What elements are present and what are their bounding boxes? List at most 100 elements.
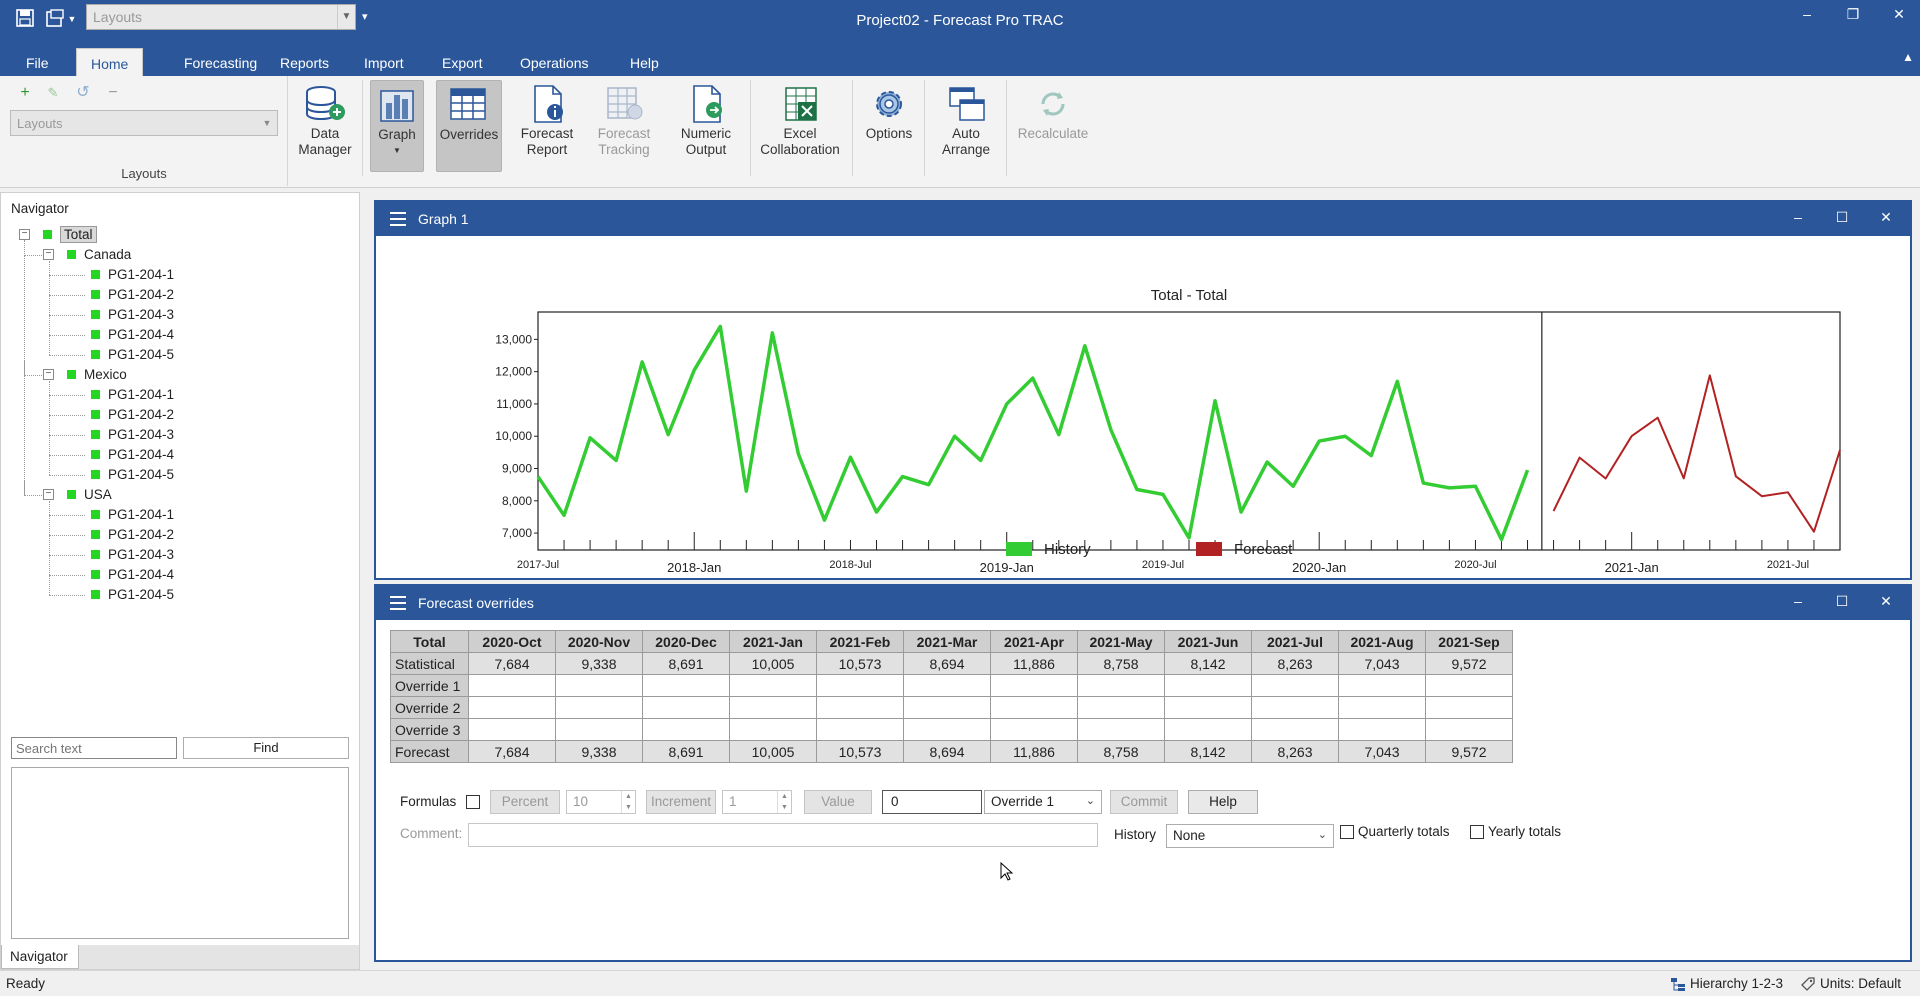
collapse-icon[interactable]: −	[19, 229, 30, 240]
layouts-combo[interactable]: Layouts ▼	[10, 110, 278, 136]
forecast-report-button[interactable]: Forecast Report	[512, 80, 582, 172]
tree-node-item[interactable]: PG1-204-2	[91, 526, 174, 544]
tab-navigator[interactable]: Navigator	[1, 945, 79, 969]
tree-node-item[interactable]: PG1-204-3	[91, 546, 174, 564]
tree-node-item[interactable]: PG1-204-5	[91, 346, 174, 364]
tree-node-item[interactable]: PG1-204-1	[91, 266, 174, 284]
pane-splitter[interactable]	[362, 192, 374, 970]
qat-dropdown-icon[interactable]: ▼	[67, 14, 77, 24]
forecast-tracking-button[interactable]: Forecast Tracking	[588, 80, 660, 172]
increment-button[interactable]: Increment	[646, 790, 716, 814]
options-button[interactable]: Options	[858, 80, 920, 172]
formulas-checkbox[interactable]	[466, 795, 480, 809]
overrides-button[interactable]: Overrides	[436, 80, 502, 172]
table-cell[interactable]	[903, 696, 991, 719]
collapse-icon[interactable]: −	[43, 249, 54, 260]
table-cell[interactable]	[1077, 674, 1165, 697]
table-cell[interactable]	[990, 696, 1078, 719]
auto-arrange-button[interactable]: Auto Arrange	[930, 80, 1002, 172]
search-input[interactable]	[11, 737, 177, 759]
table-cell[interactable]	[729, 696, 817, 719]
table-cell[interactable]	[816, 718, 904, 741]
table-cell[interactable]	[642, 696, 730, 719]
table-cell[interactable]	[1425, 674, 1513, 697]
quarterly-totals-checkbox[interactable]	[1340, 825, 1354, 839]
panel-minimize-button[interactable]: –	[1794, 209, 1802, 225]
save-icon[interactable]	[14, 8, 36, 30]
units-status[interactable]: Units: Default	[1820, 976, 1902, 991]
table-cell[interactable]	[729, 718, 817, 741]
remove-layout-icon[interactable]: −	[108, 84, 118, 101]
table-cell[interactable]	[816, 696, 904, 719]
numeric-output-button[interactable]: Numeric Output	[670, 80, 742, 172]
tree-node-item[interactable]: PG1-204-2	[91, 406, 174, 424]
comment-input[interactable]	[468, 823, 1098, 847]
tab-export[interactable]: Export	[442, 55, 483, 71]
graph-button[interactable]: Graph ▼	[370, 80, 424, 172]
table-cell[interactable]	[729, 674, 817, 697]
tab-home[interactable]: Home	[76, 48, 144, 76]
chevron-down-icon[interactable]: ▼	[337, 5, 355, 29]
table-cell[interactable]	[642, 674, 730, 697]
restore-button[interactable]: ❐	[1846, 6, 1860, 22]
close-button[interactable]: ✕	[1893, 6, 1905, 22]
history-select[interactable]: None ⌄	[1166, 824, 1334, 848]
table-cell[interactable]	[1251, 674, 1339, 697]
customize-qat-icon[interactable]: ▾	[362, 11, 368, 23]
menu-icon[interactable]	[390, 596, 406, 610]
table-cell[interactable]	[903, 674, 991, 697]
recalculate-button[interactable]: Recalculate	[1012, 80, 1094, 172]
minimize-button[interactable]: –	[1803, 6, 1811, 22]
table-cell[interactable]	[468, 718, 556, 741]
tree-node-item[interactable]: PG1-204-1	[91, 506, 174, 524]
table-cell[interactable]	[1425, 696, 1513, 719]
table-cell[interactable]	[1251, 718, 1339, 741]
qat-layouts-combo[interactable]: Layouts ▼	[86, 4, 356, 30]
panel-minimize-button[interactable]: –	[1794, 593, 1802, 609]
tree-node-item[interactable]: PG1-204-3	[91, 426, 174, 444]
collapse-icon[interactable]: −	[43, 489, 54, 500]
stepper-arrows-icon[interactable]: ▲ ▼	[621, 791, 635, 813]
tab-file[interactable]: File	[26, 55, 49, 71]
collapse-icon[interactable]: −	[43, 369, 54, 380]
tree-node-item[interactable]: PG1-204-5	[91, 466, 174, 484]
table-cell[interactable]	[555, 674, 643, 697]
chevron-down-icon[interactable]: ▼	[262, 118, 272, 128]
tab-operations[interactable]: Operations	[520, 55, 589, 71]
yearly-totals-checkbox[interactable]	[1470, 825, 1484, 839]
table-cell[interactable]	[555, 718, 643, 741]
table-cell[interactable]	[642, 718, 730, 741]
table-cell[interactable]	[990, 718, 1078, 741]
table-cell[interactable]	[1077, 718, 1165, 741]
table-cell[interactable]	[990, 674, 1078, 697]
tree-node-total[interactable]: Total	[43, 226, 97, 244]
table-cell[interactable]	[468, 696, 556, 719]
table-cell[interactable]	[816, 674, 904, 697]
tab-forecasting[interactable]: Forecasting	[184, 55, 258, 71]
table-cell[interactable]	[1164, 696, 1252, 719]
table-cell[interactable]	[1077, 696, 1165, 719]
table-cell[interactable]	[1164, 674, 1252, 697]
table-cell[interactable]	[468, 674, 556, 697]
menu-icon[interactable]	[390, 212, 406, 226]
tree-node-usa[interactable]: USA	[67, 486, 112, 504]
tab-import[interactable]: Import	[364, 55, 404, 71]
table-cell[interactable]	[1338, 696, 1426, 719]
tab-help[interactable]: Help	[630, 55, 659, 71]
panel-close-button[interactable]: ✕	[1880, 593, 1892, 609]
tree-node-item[interactable]: PG1-204-4	[91, 446, 174, 464]
tree-node-item[interactable]: PG1-204-4	[91, 566, 174, 584]
table-cell[interactable]	[903, 718, 991, 741]
collapse-ribbon-icon[interactable]: ▲	[1902, 50, 1914, 64]
increment-stepper[interactable]: 1 ▲ ▼	[722, 790, 792, 814]
stepper-arrows-icon[interactable]: ▲ ▼	[777, 791, 791, 813]
notes-area[interactable]	[11, 767, 349, 939]
add-layout-icon[interactable]: +	[20, 84, 30, 101]
edit-layout-icon[interactable]: ✎	[47, 85, 59, 100]
tab-reports[interactable]: Reports	[280, 55, 330, 71]
excel-collaboration-button[interactable]: Excel Collaboration	[754, 80, 846, 172]
tree-node-item[interactable]: PG1-204-2	[91, 286, 174, 304]
table-cell[interactable]	[1338, 674, 1426, 697]
value-input[interactable]: 0	[882, 790, 982, 814]
tree-node-item[interactable]: PG1-204-5	[91, 586, 174, 604]
